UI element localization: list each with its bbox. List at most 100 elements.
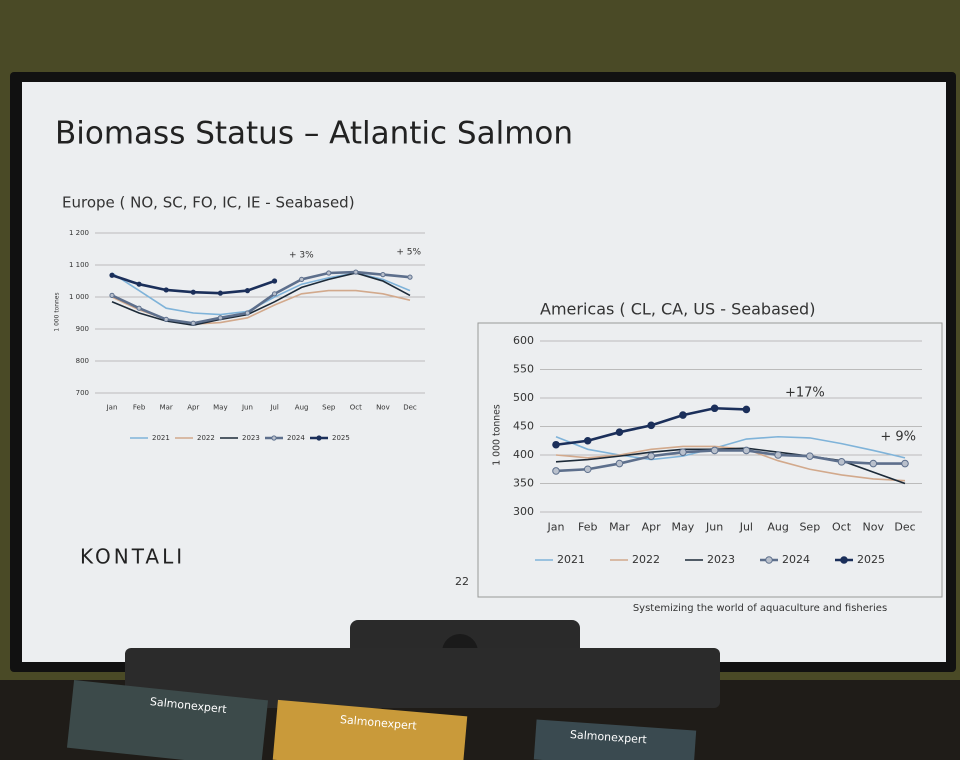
y-tick-label: 800 bbox=[76, 357, 89, 365]
point bbox=[710, 446, 719, 455]
series-line bbox=[555, 445, 906, 482]
point bbox=[190, 320, 196, 326]
legend-marker bbox=[765, 556, 773, 564]
point bbox=[869, 459, 878, 468]
x-tick-label: Jan bbox=[547, 520, 565, 533]
magazine bbox=[272, 699, 468, 760]
x-tick-label: Apr bbox=[642, 520, 662, 533]
x-tick-label: Aug bbox=[295, 403, 309, 411]
point bbox=[583, 465, 592, 474]
point bbox=[647, 421, 655, 430]
y-tick-label: 600 bbox=[513, 334, 534, 347]
point bbox=[407, 274, 413, 280]
x-tick-label: Feb bbox=[578, 520, 597, 533]
point bbox=[190, 289, 196, 295]
point bbox=[326, 270, 332, 276]
point bbox=[710, 404, 719, 413]
point bbox=[299, 276, 305, 282]
legend-label: 2023 bbox=[242, 434, 260, 442]
y-tick-label: 1 200 bbox=[69, 229, 89, 237]
x-tick-label: Mar bbox=[160, 403, 173, 411]
annotation: + 3% bbox=[289, 251, 314, 261]
x-tick-label: May bbox=[672, 520, 695, 533]
legend-label: 2025 bbox=[332, 434, 350, 442]
x-tick-label: Dec bbox=[403, 403, 417, 411]
chart-frame bbox=[477, 322, 943, 598]
y-axis-label: 1 000 tonnes bbox=[492, 404, 503, 466]
x-tick-label: Nov bbox=[376, 403, 390, 411]
x-tick-label: Jul bbox=[739, 520, 753, 533]
point bbox=[742, 405, 751, 414]
series-line bbox=[555, 435, 906, 461]
series-line bbox=[111, 270, 411, 325]
point bbox=[109, 292, 115, 298]
y-tick-label: 400 bbox=[513, 448, 534, 461]
point bbox=[552, 440, 560, 449]
point bbox=[136, 281, 142, 287]
point bbox=[742, 446, 751, 455]
point bbox=[774, 451, 782, 459]
point bbox=[217, 290, 223, 296]
series-line bbox=[111, 272, 411, 326]
magazine-title: Salmonexpert bbox=[570, 728, 648, 746]
legend-marker bbox=[271, 435, 277, 441]
x-tick-label: Oct bbox=[350, 403, 362, 411]
point bbox=[647, 452, 655, 460]
x-tick-label: Jul bbox=[269, 403, 279, 411]
point bbox=[163, 316, 169, 322]
legend-marker bbox=[316, 435, 322, 441]
legend-label: 2022 bbox=[632, 553, 660, 566]
legend-label: 2021 bbox=[557, 553, 585, 566]
point bbox=[583, 436, 592, 445]
point bbox=[380, 272, 386, 278]
slide-title: Biomass Status – Atlantic Salmon bbox=[55, 116, 573, 152]
x-tick-label: Jan bbox=[106, 403, 118, 411]
legend-label: 2024 bbox=[287, 434, 305, 442]
legend-label: 2021 bbox=[152, 434, 170, 442]
point bbox=[271, 291, 278, 297]
y-tick-label: 1 100 bbox=[69, 261, 89, 269]
legend-label: 2023 bbox=[707, 553, 735, 566]
point bbox=[837, 458, 846, 466]
legend-marker bbox=[840, 556, 848, 564]
x-tick-label: Oct bbox=[832, 520, 852, 533]
y-tick-label: 450 bbox=[513, 420, 534, 433]
chart-title: Europe ( NO, SC, FO, IC, IE - Seabased) bbox=[62, 194, 355, 212]
y-tick-label: 700 bbox=[76, 389, 89, 397]
point bbox=[901, 459, 909, 468]
tagline: Systemizing the world of aquaculture and… bbox=[633, 603, 887, 614]
logo: KONTALI bbox=[80, 545, 185, 569]
legend-label: 2025 bbox=[857, 553, 885, 566]
legend-label: 2022 bbox=[197, 434, 215, 442]
annotation: +17% bbox=[785, 386, 825, 401]
x-tick-label: Nov bbox=[863, 520, 885, 533]
x-tick-label: Apr bbox=[187, 403, 199, 411]
screen bbox=[22, 82, 946, 662]
x-tick-label: Jun bbox=[241, 403, 253, 411]
point bbox=[615, 428, 624, 437]
legend-label: 2024 bbox=[782, 553, 810, 566]
x-tick-label: Feb bbox=[133, 403, 146, 411]
magazine bbox=[66, 680, 269, 760]
y-tick-label: 550 bbox=[513, 363, 534, 376]
point bbox=[552, 467, 560, 475]
annotation: + 5% bbox=[396, 248, 421, 258]
point bbox=[244, 288, 251, 294]
y-axis-label: 1 000 tonnes bbox=[54, 292, 61, 331]
point bbox=[136, 305, 142, 311]
point bbox=[679, 411, 687, 419]
y-tick-label: 1 000 bbox=[69, 293, 89, 301]
magazine bbox=[533, 719, 697, 760]
point bbox=[163, 287, 169, 293]
point bbox=[244, 310, 251, 316]
y-tick-label: 500 bbox=[513, 391, 534, 404]
x-tick-label: Aug bbox=[767, 520, 788, 533]
x-tick-label: Dec bbox=[894, 520, 915, 533]
x-tick-label: Sep bbox=[322, 403, 336, 411]
point bbox=[615, 459, 624, 468]
point bbox=[217, 315, 223, 321]
page-number: 22 bbox=[455, 575, 469, 588]
y-tick-label: 350 bbox=[513, 477, 534, 490]
annotation: + 9% bbox=[880, 430, 916, 445]
